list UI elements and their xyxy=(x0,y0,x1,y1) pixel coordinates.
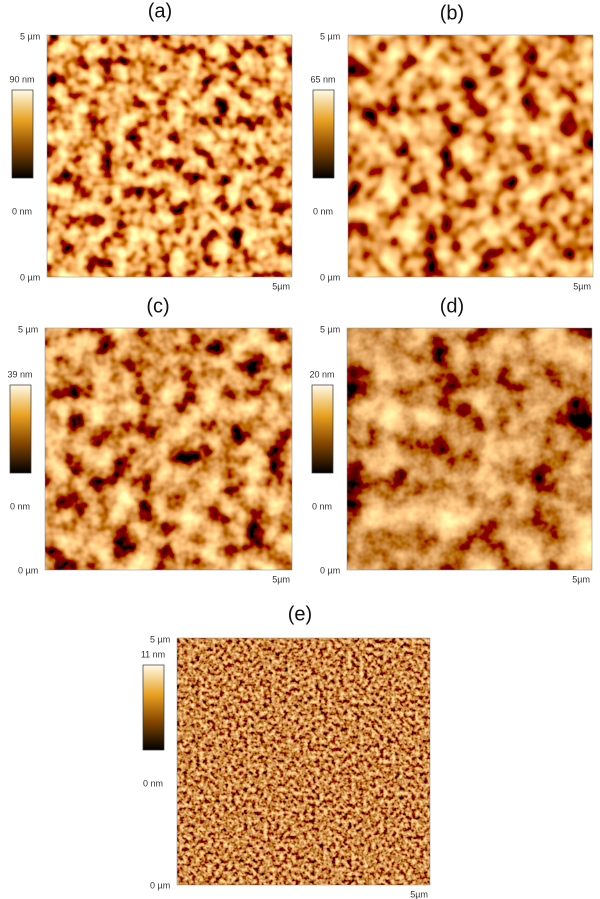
image-frame xyxy=(347,34,594,278)
x-right-label: 5µm xyxy=(272,281,290,291)
panel-label: (a) xyxy=(148,0,172,22)
afm-image xyxy=(45,328,292,570)
scale-max-label: 39 nm xyxy=(7,369,32,379)
y-bottom-label: 0 µm xyxy=(18,565,38,575)
x-right-label: 5µm xyxy=(572,574,590,584)
scale-max-label: 11 nm xyxy=(141,649,165,659)
color-bar xyxy=(142,664,165,751)
y-bottom-label: 0 µm xyxy=(320,565,340,575)
afm-image xyxy=(348,35,593,277)
color-bar xyxy=(11,89,34,179)
scale-min-label: 0 nm xyxy=(143,778,163,788)
color-bar xyxy=(9,384,32,474)
scale-min-label: 0 nm xyxy=(313,206,333,216)
y-bottom-label: 0 µm xyxy=(150,880,170,890)
scale-max-label: 20 nm xyxy=(309,369,334,379)
afm-image xyxy=(47,35,292,277)
x-right-label: 5µm xyxy=(410,889,428,899)
color-bar xyxy=(311,384,334,474)
x-right-label: 5µm xyxy=(573,281,591,291)
y-top-label: 5 µm xyxy=(18,324,38,334)
panel-label: (d) xyxy=(440,295,464,317)
scale-max-label: 65 nm xyxy=(310,74,335,84)
panel-label: (b) xyxy=(440,2,464,24)
panel-label: (c) xyxy=(146,295,169,317)
scale-min-label: 0 nm xyxy=(312,501,332,511)
y-top-label: 5 µm xyxy=(20,31,40,41)
afm-image xyxy=(177,638,430,885)
afm-image xyxy=(347,328,592,570)
scale-max-label: 90 nm xyxy=(9,74,34,84)
y-top-label: 5 µm xyxy=(150,634,170,644)
y-bottom-label: 0 µm xyxy=(20,272,40,282)
y-top-label: 5 µm xyxy=(320,324,340,334)
image-frame xyxy=(46,34,293,278)
color-bar xyxy=(312,89,335,179)
y-top-label: 5 µm xyxy=(320,31,340,41)
image-frame xyxy=(176,637,431,886)
scale-min-label: 0 nm xyxy=(10,501,30,511)
panel-label: (e) xyxy=(288,603,312,625)
scale-min-label: 0 nm xyxy=(12,206,32,216)
y-bottom-label: 0 µm xyxy=(320,272,340,282)
x-right-label: 5µm xyxy=(272,574,290,584)
image-frame xyxy=(346,327,593,571)
image-frame xyxy=(44,327,293,571)
